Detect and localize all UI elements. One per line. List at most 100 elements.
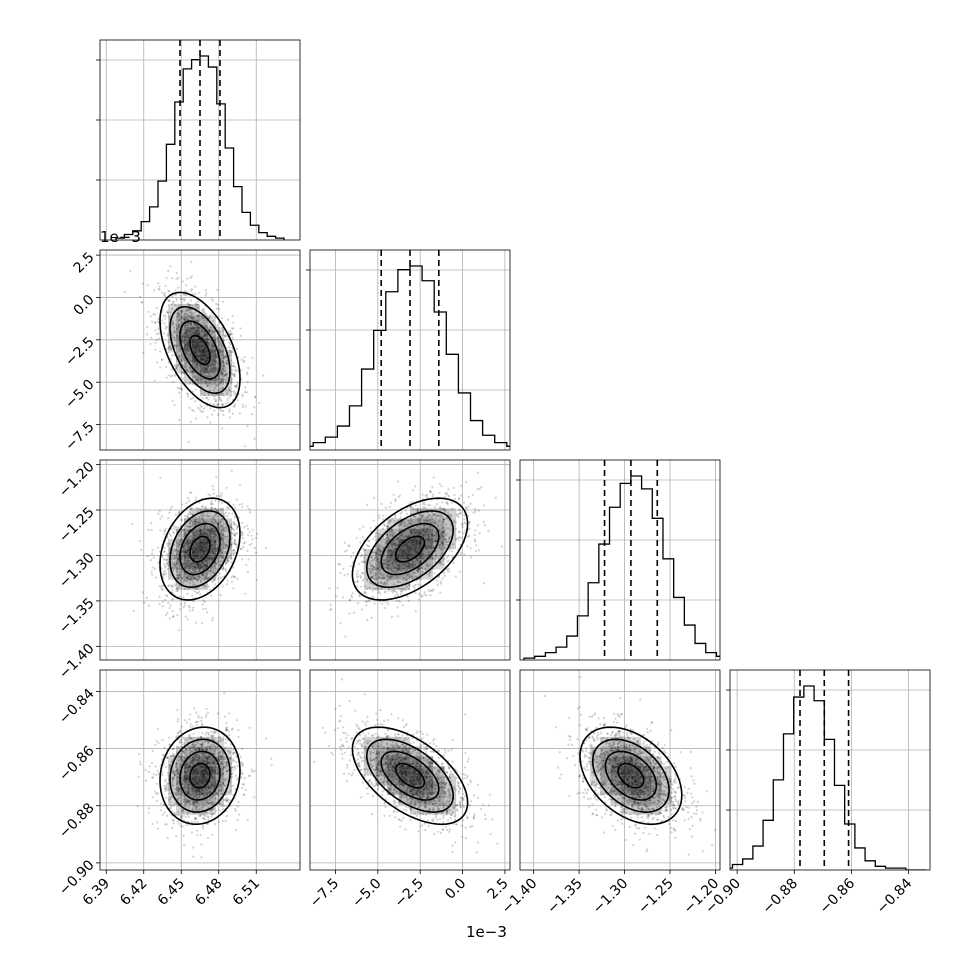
- scatter-point: [163, 322, 166, 325]
- scatter-point: [477, 509, 480, 512]
- scatter-point: [214, 519, 217, 522]
- scatter-point: [172, 822, 175, 825]
- scatter-point: [150, 552, 154, 555]
- scatter-point: [220, 371, 223, 374]
- density-cell: [192, 528, 200, 539]
- scatter-point: [458, 508, 461, 512]
- scatter-point: [393, 590, 396, 593]
- density-cell: [168, 538, 176, 550]
- scatter-point: [205, 324, 208, 328]
- scatter-point: [205, 507, 208, 511]
- scatter-point: [167, 774, 170, 777]
- scatter-point: [188, 522, 191, 525]
- scatter-point: [399, 523, 402, 527]
- scatter-point: [207, 787, 210, 790]
- density-cell: [363, 559, 376, 570]
- scatter-point: [161, 588, 164, 591]
- scatter-point: [419, 560, 423, 563]
- scatter-point: [433, 538, 437, 541]
- contour-line: [394, 535, 426, 563]
- scatter-point: [207, 785, 210, 788]
- scatter-point: [186, 792, 190, 795]
- scatter-point: [142, 351, 145, 354]
- scatter-point: [198, 570, 201, 573]
- scatter-point: [199, 404, 202, 407]
- scatter-point: [175, 367, 178, 370]
- scatter-point: [393, 594, 397, 598]
- scatter-point: [202, 608, 205, 611]
- scatter-point: [416, 569, 419, 572]
- scatter-point: [215, 558, 219, 561]
- scatter-point: [200, 392, 203, 395]
- scatter-point: [204, 576, 207, 579]
- scatter-point: [211, 518, 214, 521]
- scatter-point: [209, 325, 213, 329]
- scatter-point: [190, 322, 193, 325]
- scatter-point: [180, 816, 183, 819]
- scatter-point: [441, 508, 444, 511]
- scatter-point: [213, 730, 216, 733]
- scatter-point: [220, 370, 224, 373]
- scatter-point: [187, 321, 190, 325]
- scatter-point: [428, 574, 431, 578]
- scatter-point: [177, 759, 181, 762]
- scatter-point: [458, 530, 461, 533]
- scatter-point: [211, 393, 214, 397]
- scatter-point: [223, 535, 226, 539]
- scatter-point: [162, 570, 166, 574]
- scatter-point: [204, 575, 207, 578]
- scatter-point: [377, 566, 380, 569]
- scatter-point: [381, 558, 385, 562]
- scatter-point: [193, 361, 196, 364]
- scatter-point: [376, 587, 380, 590]
- scatter-point: [444, 510, 447, 514]
- scatter-point: [368, 562, 371, 565]
- scatter-point: [171, 561, 174, 564]
- scatter-point: [204, 520, 207, 524]
- scatter-point: [458, 536, 461, 539]
- density-cell: [176, 303, 184, 316]
- scatter-point: [230, 576, 233, 579]
- scatter-point: [393, 519, 396, 523]
- scatter-point: [365, 604, 368, 607]
- scatter-point: [476, 471, 479, 474]
- scatter-point: [219, 380, 222, 384]
- scatter-point: [178, 309, 182, 312]
- scatter-point: [382, 527, 385, 530]
- scatter-point: [184, 615, 187, 618]
- contour-line: [189, 334, 211, 366]
- scatter-point: [384, 557, 387, 560]
- density-cell: [192, 549, 200, 560]
- scatter-point: [175, 552, 178, 556]
- scatter-point: [178, 574, 181, 577]
- histogram-panel-0: [96, 39, 301, 241]
- scatter-point: [452, 520, 455, 523]
- scatter-point: [183, 349, 186, 352]
- scatter-point: [153, 289, 156, 292]
- scatter-point: [193, 322, 196, 326]
- scatter-point: [227, 386, 231, 390]
- scatter-point: [414, 504, 417, 507]
- scatter-point: [231, 751, 235, 754]
- scatter-point: [191, 594, 194, 597]
- scatter-point: [442, 571, 446, 574]
- scatter-point: [182, 293, 185, 296]
- scatter-point: [192, 806, 195, 809]
- scatter-point: [395, 599, 398, 603]
- scatter-point: [213, 395, 216, 398]
- scatter-point: [389, 501, 393, 504]
- scatter-point: [219, 369, 223, 372]
- scatter-point: [232, 587, 235, 590]
- scatter-point: [411, 576, 414, 579]
- scatter-point: [231, 336, 234, 339]
- scatter-point: [361, 553, 364, 556]
- scatter-point: [410, 563, 413, 566]
- scatter-point: [157, 317, 160, 321]
- scatter-point: [191, 802, 194, 805]
- scatter-point: [411, 571, 414, 574]
- scatter-point: [222, 361, 225, 364]
- scatter-point: [225, 569, 228, 572]
- scatter-point: [205, 292, 208, 295]
- scatter-point: [170, 348, 173, 352]
